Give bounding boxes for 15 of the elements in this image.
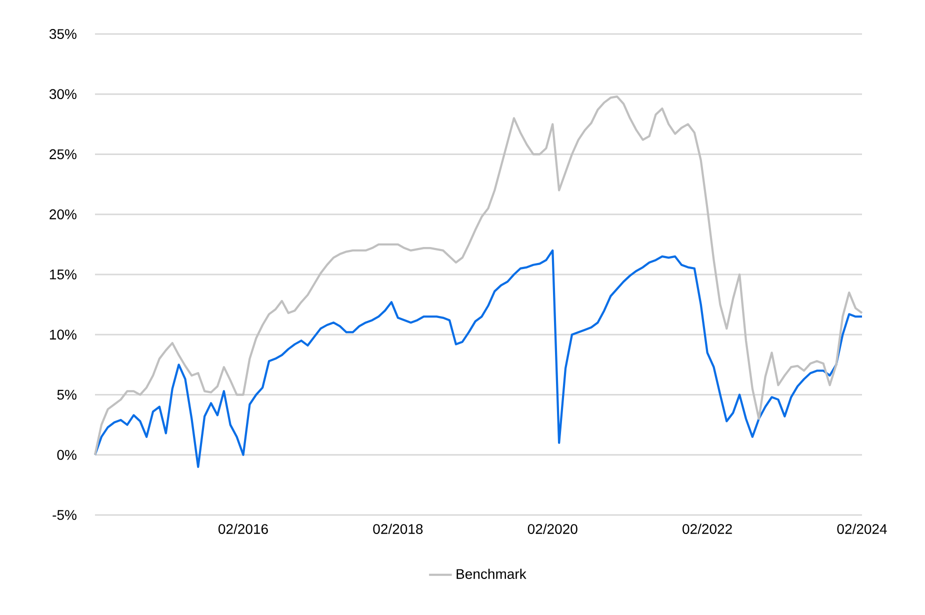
- y-tick-label: 15%: [50, 270, 76, 280]
- y-tick-label: -5%: [52, 510, 76, 520]
- y-tick-label: 30%: [49, 89, 76, 100]
- legend-label: Benchmark: [456, 568, 526, 579]
- x-tick-label: 02/2016: [218, 524, 268, 534]
- x-tick-label: 02/2020: [528, 524, 578, 534]
- y-tick-label: 5%: [57, 390, 76, 400]
- y-tick-label: 20%: [50, 209, 76, 220]
- x-tick-label: 02/2022: [682, 524, 732, 534]
- y-tick-label: 10%: [50, 330, 76, 340]
- x-tick-label: 02/2018: [373, 524, 423, 534]
- y-tick-label: 25%: [50, 149, 76, 160]
- y-tick-label: 35%: [49, 29, 76, 39]
- x-tick-label: 02/2024: [837, 524, 887, 534]
- y-tick-label: 0%: [57, 450, 76, 460]
